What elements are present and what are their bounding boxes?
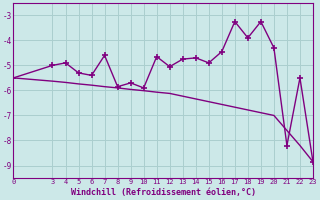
- X-axis label: Windchill (Refroidissement éolien,°C): Windchill (Refroidissement éolien,°C): [71, 188, 256, 197]
